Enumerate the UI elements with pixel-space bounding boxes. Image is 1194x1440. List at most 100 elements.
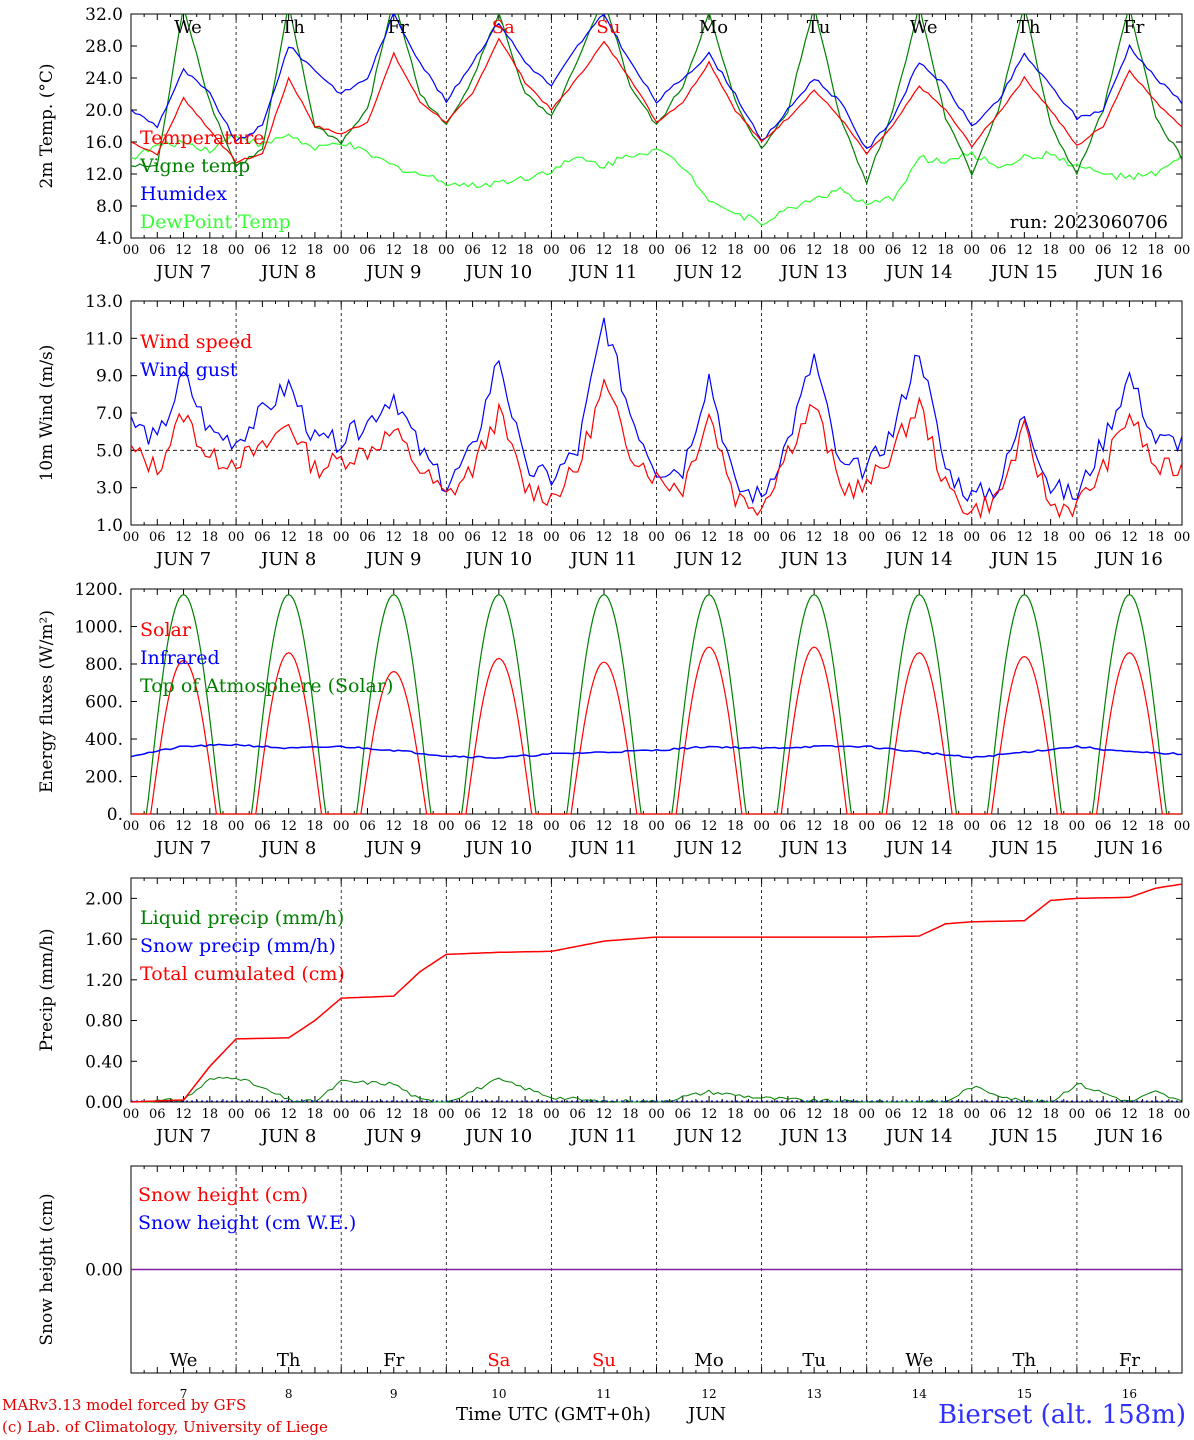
day-of-week-label: We — [910, 17, 938, 38]
y-tick-label: 0.40 — [85, 1052, 123, 1072]
hour-tick-label: 18 — [202, 530, 219, 545]
y-tick-label: 800. — [85, 655, 123, 675]
panel-frame — [130, 588, 1183, 815]
y-tick-label: 24.0 — [85, 69, 123, 89]
hour-tick-label: 06 — [675, 243, 692, 258]
hour-tick-label: 00 — [1174, 243, 1191, 258]
hour-tick-label: 00 — [228, 819, 245, 834]
hour-tick-label: 00 — [1069, 243, 1086, 258]
hour-tick-label: 18 — [307, 1107, 324, 1122]
panel-4: 0.00 0.40 0.80 1.20 1.60 2.00 Precip (mm/h) 00 0… — [37, 877, 1190, 1147]
hour-tick-label: 00 — [543, 819, 560, 834]
day-of-week-label: Th — [277, 1350, 301, 1371]
day-of-week-label: We — [170, 1350, 198, 1371]
hour-tick-label: 06 — [780, 243, 797, 258]
date-label: JUN 8 — [259, 838, 316, 859]
hour-tick-label: 06 — [149, 530, 166, 545]
hour-tick-label: 06 — [569, 1107, 586, 1122]
hour-tick-label: 12 — [596, 1107, 613, 1122]
hour-tick-label: 18 — [1042, 243, 1059, 258]
month-label: JUN — [688, 1404, 727, 1425]
panel-frame — [130, 300, 1183, 526]
date-label: JUN 14 — [884, 549, 953, 570]
hour-tick-label: 00 — [964, 819, 981, 834]
date-label: JUN 16 — [1094, 549, 1163, 570]
hour-tick-label: 12 — [1016, 819, 1033, 834]
date-label: 11 — [596, 1387, 611, 1401]
hour-tick-label: 00 — [753, 530, 770, 545]
series-total-cumulated — [130, 883, 1183, 1103]
legend-entry: Vigne temp — [139, 155, 250, 177]
panel-3: 0. 200. 400. 600. 800. 1000. 1200. Energy fluxe… — [37, 580, 1190, 859]
hour-tick-label: 12 — [596, 530, 613, 545]
legend-entry: Temperature — [140, 127, 264, 149]
legend-entry: Solar — [140, 619, 192, 641]
hour-tick-label: 06 — [990, 243, 1007, 258]
hour-tick-label: 18 — [727, 530, 744, 545]
date-label: JUN 15 — [989, 838, 1058, 859]
hour-tick-label: 18 — [832, 243, 849, 258]
legend-entry: Snow precip (mm/h) — [140, 935, 336, 957]
day-of-week-label: Tu — [807, 17, 831, 38]
date-label: 10 — [491, 1387, 506, 1401]
date-label: JUN 9 — [364, 1126, 421, 1147]
date-label: 15 — [1017, 1387, 1032, 1401]
hour-tick-label: 00 — [648, 530, 665, 545]
hour-tick-label: 12 — [911, 819, 928, 834]
hour-tick-label: 06 — [675, 530, 692, 545]
y-tick-label: 0. — [107, 805, 123, 825]
series-dewpoint-temp — [131, 133, 1182, 226]
date-label: JUN 14 — [884, 1126, 953, 1147]
y-tick-label: 1.60 — [85, 930, 123, 950]
date-label: JUN 12 — [674, 262, 743, 283]
hour-tick-label: 06 — [464, 530, 481, 545]
hour-tick-label: 18 — [832, 530, 849, 545]
hour-tick-label: 12 — [385, 530, 402, 545]
date-label: JUN 9 — [364, 838, 421, 859]
legend-entry: Top of Atmosphere (Solar) — [140, 675, 393, 697]
hour-tick-label: 18 — [202, 243, 219, 258]
y-axis-label: Snow height (cm) — [37, 1193, 57, 1345]
hour-tick-label: 18 — [1147, 530, 1164, 545]
series-wind-speed — [130, 377, 1183, 520]
day-of-week-label: Fr — [388, 17, 409, 38]
hour-tick-label: 00 — [123, 243, 140, 258]
hour-tick-label: 12 — [491, 1107, 508, 1122]
hour-tick-label: 00 — [438, 530, 455, 545]
station-label: Bierset (alt. 158m) — [937, 1400, 1186, 1430]
hour-tick-label: 12 — [1121, 1107, 1138, 1122]
hour-tick-label: 06 — [359, 1107, 376, 1122]
x-axis-title: Time UTC (GMT+0h) — [456, 1404, 651, 1425]
y-tick-label: 0.80 — [85, 1012, 123, 1032]
day-of-week-label: Th — [1013, 1350, 1037, 1371]
hour-tick-label: 06 — [254, 819, 271, 834]
hour-tick-label: 00 — [228, 243, 245, 258]
series-solar — [131, 646, 1182, 815]
date-label: JUN 13 — [779, 549, 848, 570]
y-tick-label: 400. — [85, 730, 123, 750]
hour-tick-label: 18 — [517, 243, 534, 258]
date-label: JUN 15 — [989, 262, 1058, 283]
hour-tick-label: 00 — [228, 1107, 245, 1122]
y-tick-label: 0.00 — [85, 1261, 123, 1281]
y-axis-label: 10m Wind (m/s) — [37, 345, 57, 482]
y-axis-label: Precip (mm/h) — [37, 928, 57, 1051]
hour-tick-label: 12 — [806, 243, 823, 258]
hour-tick-label: 06 — [464, 1107, 481, 1122]
date-label: JUN 14 — [884, 262, 953, 283]
hour-tick-label: 00 — [543, 1107, 560, 1122]
hour-tick-label: 00 — [1174, 819, 1191, 834]
date-label: JUN 12 — [674, 838, 743, 859]
hour-tick-label: 18 — [307, 819, 324, 834]
y-tick-label: 9.0 — [96, 367, 123, 387]
hour-tick-label: 18 — [307, 530, 324, 545]
date-label: JUN 15 — [989, 1126, 1058, 1147]
hour-tick-label: 12 — [701, 530, 718, 545]
legend-entry: Total cumulated (cm) — [140, 963, 345, 985]
hour-tick-label: 06 — [464, 819, 481, 834]
y-tick-label: 2.00 — [85, 889, 123, 909]
hour-tick-label: 06 — [885, 819, 902, 834]
day-of-week-label: Su — [592, 1350, 616, 1371]
legend-entry: Humidex — [140, 183, 227, 205]
date-label: JUN 11 — [569, 262, 638, 283]
